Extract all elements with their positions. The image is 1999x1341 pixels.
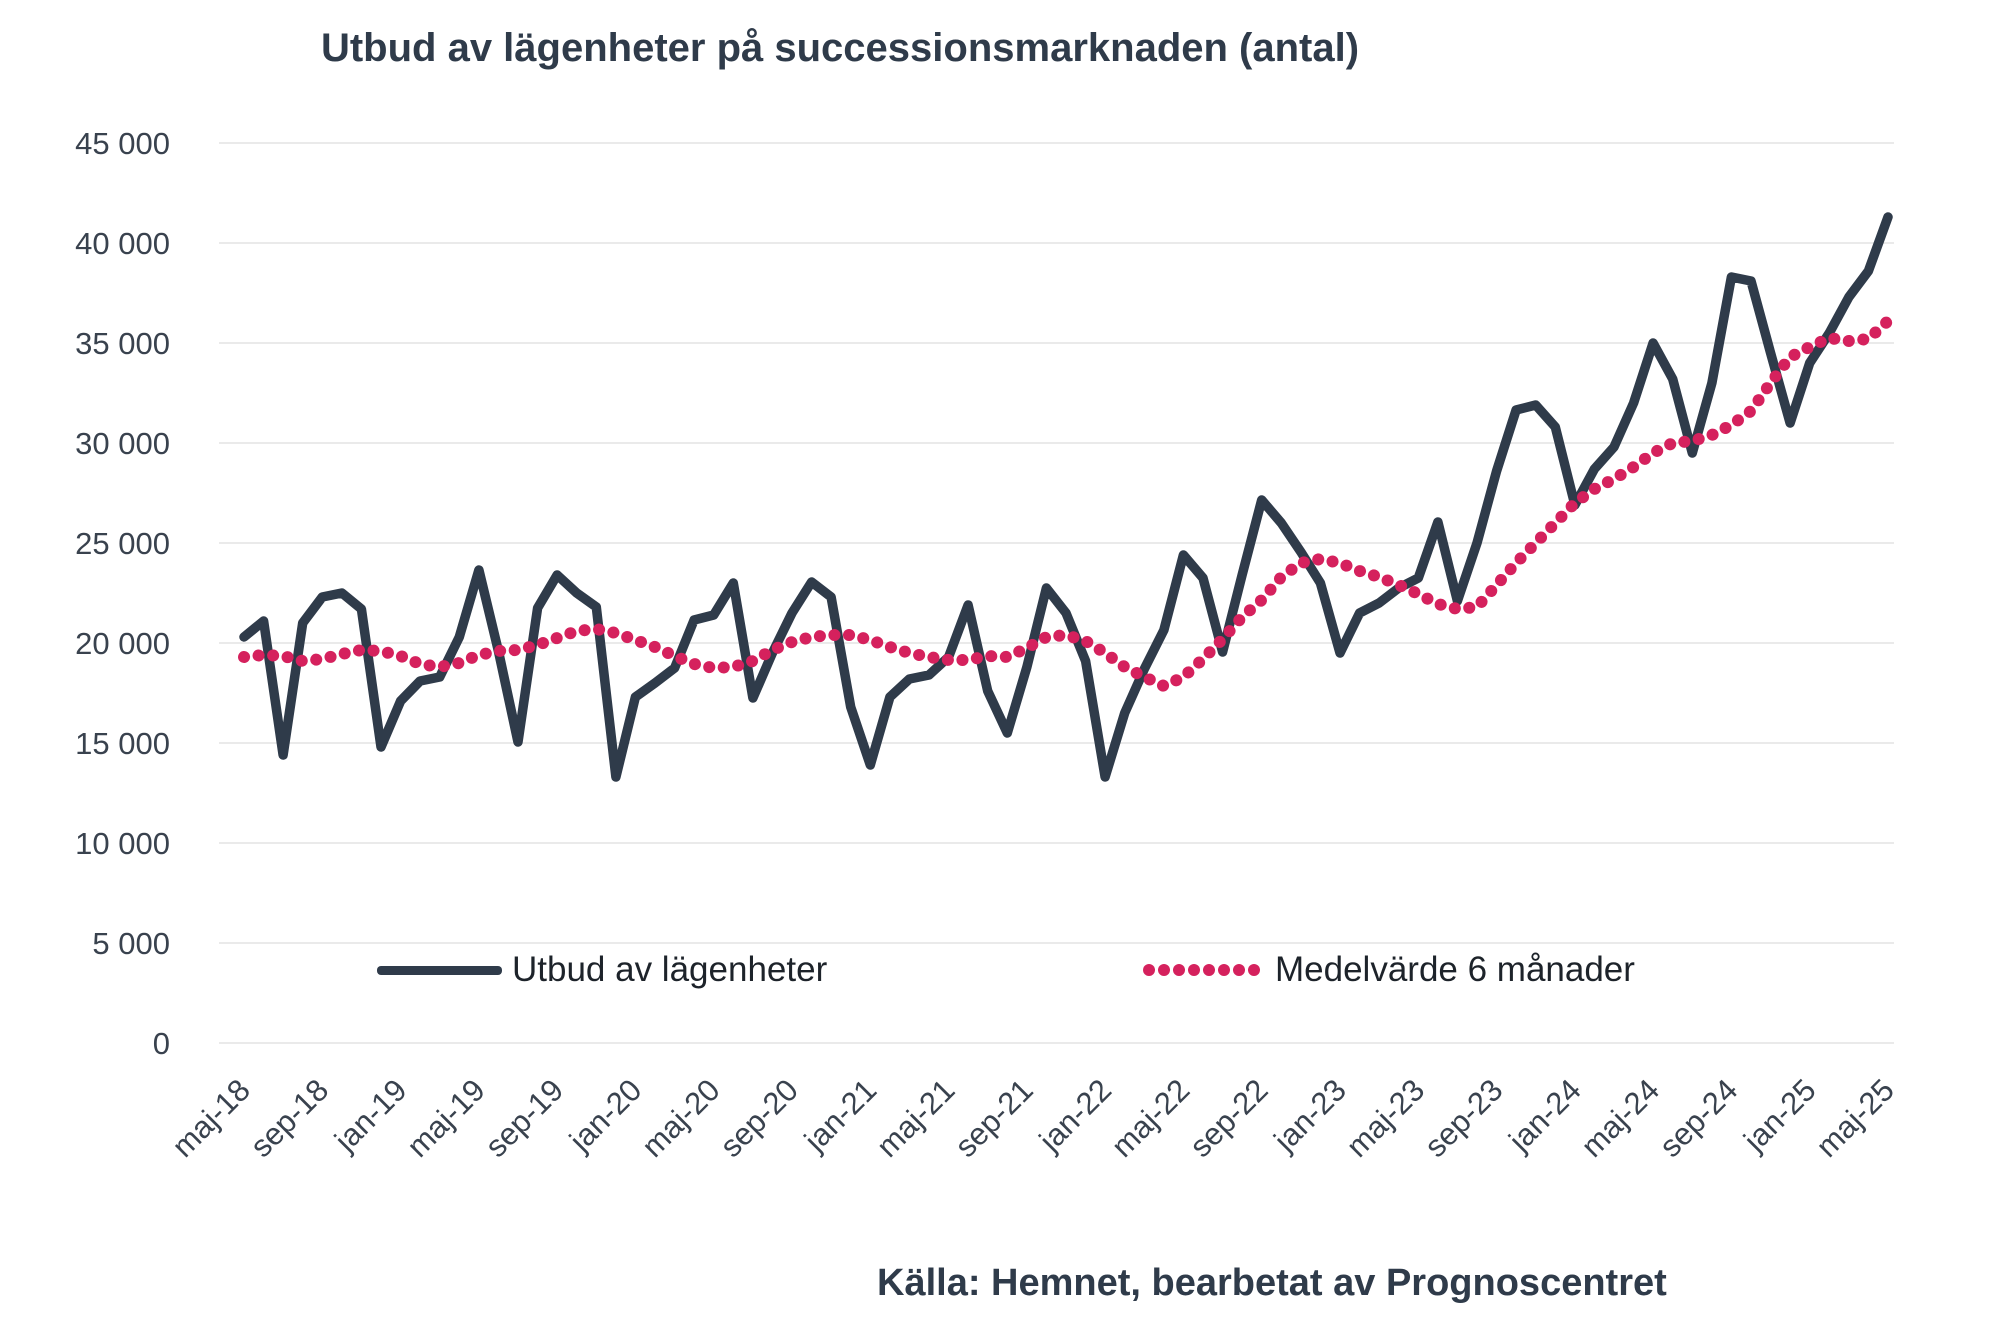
- x-tick-label: jan-21: [797, 1072, 883, 1158]
- legend-entry-medel: Medelvärde 6 månader: [1143, 948, 1635, 992]
- y-tick-label: 30 000: [75, 426, 170, 461]
- legend-label-utbud: Utbud av lägenheter: [512, 950, 828, 989]
- y-tick-label: 10 000: [75, 826, 170, 861]
- y-tick-label: 15 000: [75, 726, 170, 761]
- y-tick-label: 0: [153, 1026, 170, 1061]
- x-tick-label: sep-22: [1183, 1072, 1275, 1164]
- x-tick-label: maj-23: [1339, 1072, 1431, 1164]
- x-tick-label: maj-20: [635, 1072, 727, 1164]
- series-medelvarde-line: [238, 315, 1894, 692]
- series-utbud-line: [239, 212, 1893, 782]
- x-tick-label: jan-24: [1501, 1072, 1587, 1158]
- y-tick-label: 40 000: [75, 226, 170, 261]
- x-tick-label: maj-18: [165, 1072, 257, 1164]
- x-tick-label: sep-23: [1418, 1072, 1510, 1164]
- x-tick-label: sep-21: [948, 1072, 1040, 1164]
- x-tick-label: sep-24: [1653, 1072, 1745, 1164]
- x-tick-label: jan-25: [1736, 1072, 1822, 1158]
- x-tick-label: maj-25: [1809, 1072, 1901, 1164]
- y-tick-label: 20 000: [75, 626, 170, 661]
- legend-entry-utbud: Utbud av lägenheter: [377, 948, 827, 992]
- x-tick-label: sep-18: [243, 1072, 335, 1164]
- x-tick-label: sep-20: [713, 1072, 805, 1164]
- x-tick-label: sep-19: [478, 1072, 570, 1164]
- y-tick-label: 35 000: [75, 326, 170, 361]
- x-tick-label: maj-22: [1105, 1072, 1197, 1164]
- legend: Utbud av lägenheter Medelvärde 6 månader: [0, 948, 1999, 992]
- x-tick-label: jan-22: [1032, 1072, 1118, 1158]
- y-tick-label: 25 000: [75, 526, 170, 561]
- y-tick-label: 5 000: [92, 926, 170, 961]
- x-tick-label: jan-20: [562, 1072, 648, 1158]
- chart-title: Utbud av lägenheter på successionsmarkna…: [320, 26, 1360, 70]
- dotted-line-swatch-icon: [1143, 964, 1263, 976]
- source-attribution: Källa: Hemnet, bearbetat av Prognoscentr…: [877, 1262, 1667, 1304]
- solid-line-swatch-icon: [377, 965, 502, 975]
- x-tick-label: jan-19: [327, 1072, 413, 1158]
- x-tick-label: jan-23: [1267, 1072, 1353, 1158]
- legend-label-medelvarde: Medelvärde 6 månader: [1275, 950, 1635, 989]
- x-tick-label: maj-19: [400, 1072, 492, 1164]
- x-tick-label: maj-24: [1574, 1072, 1666, 1164]
- x-tick-label: maj-21: [870, 1072, 962, 1164]
- y-tick-label: 45 000: [75, 126, 170, 161]
